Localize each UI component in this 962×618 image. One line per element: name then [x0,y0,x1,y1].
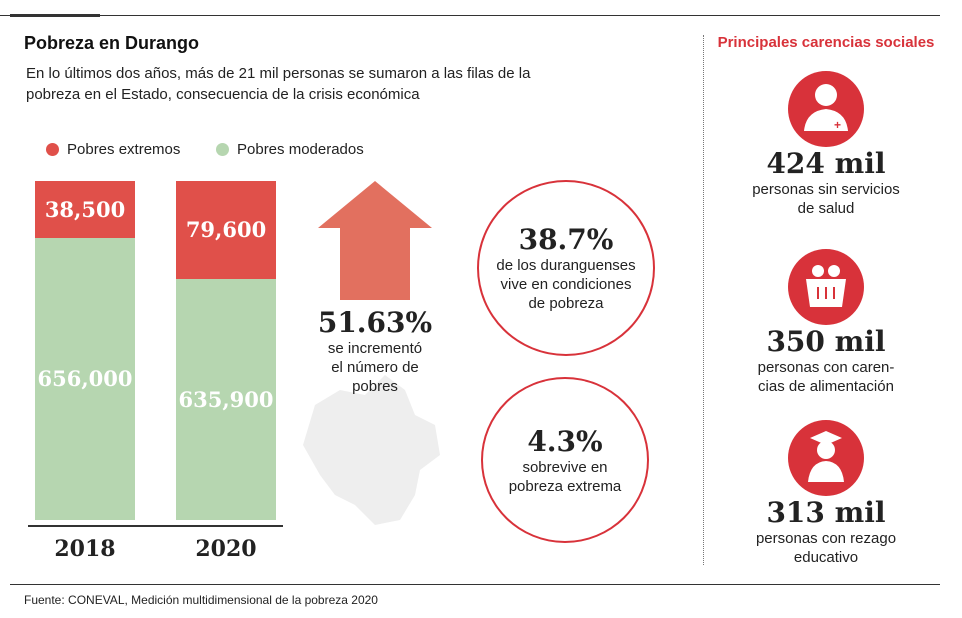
source: Fuente: CONEVAL, Medición multidimension… [24,593,378,607]
increase-text: el número de [331,359,419,376]
stat-circle-extreme: 4.3% sobrevive en pobreza extrema [481,377,649,543]
bar-2020: 79,600 635,900 [176,181,276,520]
legend-moderate: Pobres moderados [216,141,364,158]
graduate-icon [788,420,864,496]
item-text: cias de alimentación [758,378,894,395]
item-text: personas con caren- [757,359,895,376]
item-food: 350 mil personas con caren- cias de alim… [716,249,936,396]
bar-segment-extreme: 38,500 [35,181,135,238]
stat-circle-poverty: 38.7% de los duranguenses vive en condic… [477,180,655,356]
increase-text: se incrementó [327,340,423,357]
page-title: Pobreza en Durango [24,33,200,53]
subtitle: En lo últimos dos años, más de 21 mil pe… [26,65,531,103]
doctor-icon: + [788,71,864,147]
stat-text: de los duranguenses [496,257,636,274]
baseline [28,525,283,527]
bar-segment-extreme: 79,600 [176,181,276,279]
up-arrow-icon [318,181,432,300]
legend-dot-red [46,143,59,156]
increase-block: 51.63% se incrementó el número de pobres [300,306,450,396]
stat-value: 38.7% [518,223,614,256]
stat-value: 4.3% [527,424,603,458]
item-education: 313 mil personas con rezago educativo [716,420,936,567]
year-label: 2020 [195,536,257,562]
bar-2018: 38,500 656,000 [35,181,135,520]
right-title: Principales carencias sociales [717,34,935,51]
item-text: educativo [793,549,859,566]
increase-text: pobres [352,378,398,395]
stat-text: pobreza extrema [508,477,622,495]
stat-text: sobrevive en [522,458,608,476]
item-health: + 424 mil personas sin servicios de salu… [716,71,936,218]
item-value: 350 mil [766,325,886,358]
legend-label: Pobres extremos [67,141,181,158]
top-rule [0,15,940,16]
basket-icon [788,249,864,325]
top-rule-accent [10,14,100,17]
arrow-and-map [303,181,440,525]
stat-text: de pobreza [528,295,604,312]
divider [703,35,704,565]
map-durango-icon [303,375,440,525]
legend-label: Pobres moderados [237,141,364,158]
increase-value: 51.63% [317,306,433,339]
item-text: de salud [797,200,855,217]
item-text: personas con rezago [755,530,897,547]
year-label: 2018 [54,536,116,562]
bar-segment-moderate: 635,900 [176,278,276,520]
legend-extreme: Pobres extremos [46,141,180,158]
item-text: personas sin servicios [752,181,900,198]
item-value: 424 mil [766,147,886,180]
bar-segment-moderate: 656,000 [35,237,135,520]
stat-text: vive en condiciones [500,276,632,293]
svg-text:+: + [834,118,841,132]
bottom-rule [10,584,940,585]
item-value: 313 mil [766,496,886,529]
legend-dot-green [216,143,229,156]
